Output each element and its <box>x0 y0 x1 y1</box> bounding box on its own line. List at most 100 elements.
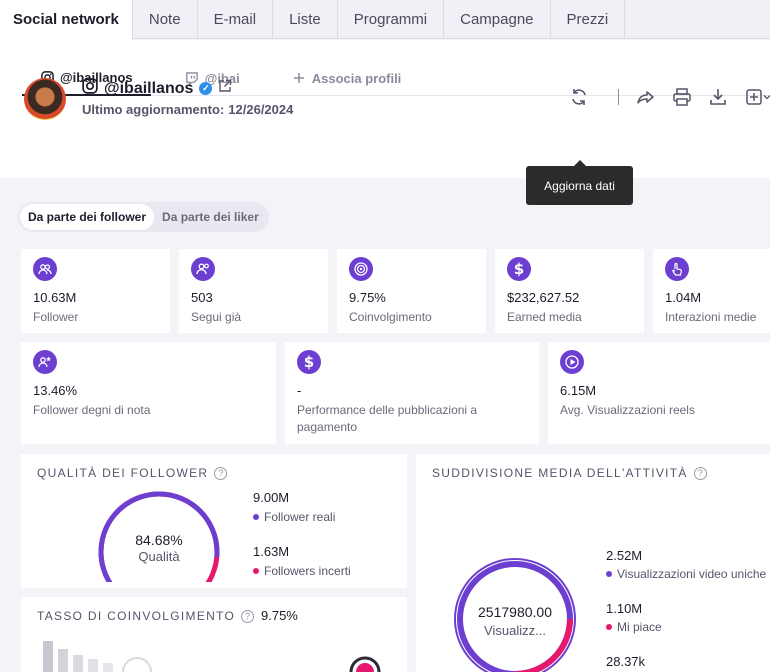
engagement-title: TASSO DI COINVOLGIMENTO <box>37 609 236 623</box>
tab-campagne[interactable]: Campagne <box>444 0 551 39</box>
follower-quality-title: QUALITÀ DEI FOLLOWER <box>37 466 209 480</box>
histogram-bar <box>58 649 68 672</box>
legend-dot <box>253 514 259 520</box>
plus-icon <box>292 71 306 85</box>
donut-center: 2517980.00 Visualizz... <box>468 604 562 638</box>
tab-programmi[interactable]: Programmi <box>338 0 445 39</box>
activity-item-label: Mi piace <box>606 620 662 634</box>
instagram-icon <box>82 78 98 99</box>
activity-item-label-text: Visualizzazioni video uniche <box>617 567 767 581</box>
tab-social-network[interactable]: Social network <box>0 0 133 40</box>
real-followers-value: 9.00M <box>253 490 290 505</box>
target-icon <box>349 257 373 281</box>
download-icon <box>710 89 726 105</box>
share-button[interactable] <box>635 86 657 108</box>
profile-tabs: @ibaillanos @ibai Associa profili <box>22 60 770 96</box>
stat-value: 13.46% <box>33 383 78 398</box>
chevron-down-icon <box>763 95 770 100</box>
stat-label: Avg. Visualizzazioni reels <box>560 403 695 417</box>
activity-item-label: Visualizzazioni video uniche <box>606 567 766 581</box>
stat-card-engagement: 9.75% Coinvolgimento <box>337 249 486 333</box>
histogram-bar <box>88 659 98 672</box>
profile-toolbar <box>568 86 770 108</box>
last-update-date: 12/26/2024 <box>228 102 294 117</box>
print-icon <box>673 88 691 106</box>
engagement-rate-card: TASSO DI COINVOLGIMENTO ? 9.75% <box>21 597 407 672</box>
stat-value: 10.63M <box>33 290 77 305</box>
donut-label: Visualizz... <box>484 623 546 638</box>
gauge-label: Qualità <box>138 549 180 564</box>
engagement-histogram <box>43 641 381 672</box>
uncertain-followers-label-text: Followers incerti <box>264 564 351 578</box>
follower-quality-card: QUALITÀ DEI FOLLOWER ? 84.68% Qualità 9.… <box>21 454 407 588</box>
stat-value: 503 <box>191 290 213 305</box>
verified-icon: ✓ <box>199 82 213 95</box>
legend-dot <box>253 568 259 574</box>
external-link-icon[interactable] <box>218 79 232 98</box>
help-icon[interactable]: ? <box>214 466 228 480</box>
histogram-bar <box>103 663 113 672</box>
stat-value: 1.04M <box>665 290 702 305</box>
activity-item-value: 1.10M <box>606 601 643 616</box>
profile-header: @ibaillanos @ibai Associa profili <box>0 40 770 178</box>
histogram-bar <box>43 641 53 672</box>
stat-card-paid-performance: $ - Performance delle pubblicazioni a pa… <box>285 342 539 444</box>
stat-card-following: 503 Segui già <box>179 249 328 333</box>
stat-value: 6.15M <box>560 383 597 398</box>
stat-label: Follower <box>33 310 79 324</box>
stat-value: 9.75% <box>349 290 386 305</box>
real-followers-label: Follower reali <box>253 510 335 524</box>
stat-value: $232,627.52 <box>507 290 580 305</box>
avatar <box>24 78 66 120</box>
download-button[interactable] <box>707 86 729 108</box>
stat-label: Interazioni medie <box>665 310 757 324</box>
toggle-likers[interactable]: Da parte dei liker <box>162 210 259 224</box>
activity-title: SUDDIVISIONE MEDIA DELL'ATTIVITÀ <box>432 466 688 480</box>
help-icon[interactable]: ? <box>241 609 255 623</box>
engagement-value: 9.75% <box>261 608 298 623</box>
associate-profiles-label: Associa profili <box>311 70 402 86</box>
activity-breakdown-card: SUDDIVISIONE MEDIA DELL'ATTIVITÀ ? 25179… <box>416 454 770 672</box>
stat-label: Coinvolgimento <box>349 310 432 324</box>
tab-note[interactable]: Note <box>133 0 198 39</box>
activity-item-value: 28.37k <box>606 654 646 669</box>
notable-users-icon <box>33 350 57 374</box>
stat-value: - <box>297 383 302 398</box>
legend-dot <box>606 624 612 630</box>
refresh-icon <box>572 89 586 105</box>
stat-label: Segui già <box>191 310 242 324</box>
refresh-button[interactable] <box>568 86 590 108</box>
associate-profiles-button[interactable]: Associa profili <box>292 60 420 96</box>
tab-liste[interactable]: Liste <box>273 0 338 39</box>
donut-segment-likes <box>514 618 573 672</box>
user-follow-icon <box>191 257 215 281</box>
twitch-icon <box>185 71 199 85</box>
share-icon <box>637 91 654 104</box>
uncertain-followers-value: 1.63M <box>253 544 290 559</box>
help-icon[interactable]: ? <box>693 466 707 480</box>
add-to-list-button[interactable] <box>743 86 770 108</box>
stat-card-followers: 10.63M Follower <box>21 249 170 333</box>
dollar-icon: $ <box>297 350 321 374</box>
profile-tab-instagram[interactable]: @ibaillanos <box>22 60 151 96</box>
profile-marker-inner <box>356 663 374 672</box>
gauge-value: 84.68% <box>135 532 183 548</box>
tab-email[interactable]: E-mail <box>198 0 274 39</box>
histogram-bar <box>73 655 83 672</box>
tab-prezzi[interactable]: Prezzi <box>551 0 626 39</box>
tap-icon <box>665 257 689 281</box>
stat-card-notable-followers: 13.46% Follower degni di nota <box>21 342 276 444</box>
last-update-label: Ultimo aggiornamento: <box>82 102 225 117</box>
play-icon <box>560 350 584 374</box>
toggle-followers[interactable]: Da parte dei follower <box>20 204 155 230</box>
toolbar-divider <box>618 89 619 105</box>
print-button[interactable] <box>671 86 693 108</box>
stat-label: Earned media <box>507 310 582 324</box>
stat-label: Performance delle pubblicazioni a pagame… <box>297 403 478 434</box>
legend-dot <box>606 571 612 577</box>
real-followers-label-text: Follower reali <box>264 510 336 524</box>
stat-card-earned-media: $ $232,627.52 Earned media <box>495 249 644 333</box>
donut-ring-outer <box>454 558 576 672</box>
section-title: QUALITÀ DEI FOLLOWER ? <box>37 466 228 480</box>
donut-value: 2517980.00 <box>478 604 552 620</box>
